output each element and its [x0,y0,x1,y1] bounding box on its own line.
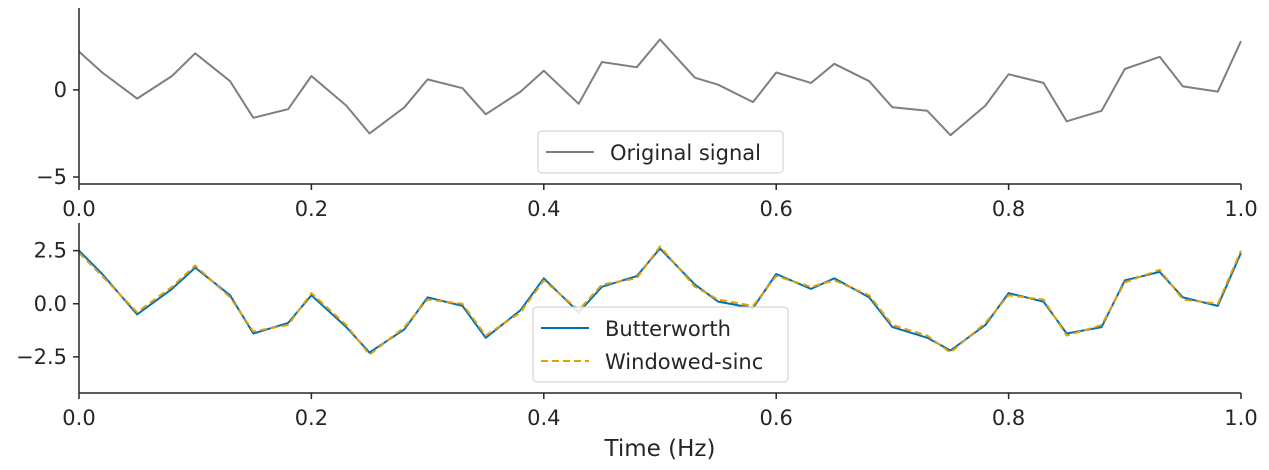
top-x-tick-label-3: 0.6 [759,197,792,221]
bottom-y-tick-label-0: 2.5 [34,239,67,263]
top-legend: Original signal [537,130,784,174]
top-y-tick-label-1: −5 [36,165,67,189]
bottom-x-tick-label-3: 0.6 [759,406,792,430]
top-y-ticks: 0 −5 [36,78,79,189]
top-series-original-signal-line [78,38,1242,137]
bottom-x-tick-label-1: 0.2 [295,406,328,430]
top-legend-label-original: Original signal [610,141,761,165]
bottom-y-ticks: 2.5 0.0 −2.5 [16,239,79,369]
bottom-series-layer [78,245,1242,356]
bottom-legend-label-windowed-sinc: Windowed-sinc [605,350,763,374]
bottom-legend-label-butterworth: Butterworth [605,317,731,341]
bottom-legend: Butterworth Windowed-sinc [532,306,789,383]
top-series-layer [78,38,1242,137]
top-x-tick-label-0: 0.0 [62,197,95,221]
top-x-tick-label-2: 0.4 [527,197,560,221]
bottom-legend-box [532,306,789,383]
bottom-x-tick-label-0: 0.0 [62,406,95,430]
top-x-tick-label-4: 0.8 [992,197,1025,221]
top-x-ticks: 0.0 0.2 0.4 0.6 0.8 1.0 [62,184,1258,221]
bottom-y-tick-label-1: 0.0 [34,292,67,316]
bottom-x-tick-label-2: 0.4 [527,406,560,430]
bottom-x-tick-label-4: 0.8 [992,406,1025,430]
bottom-y-tick-label-2: −2.5 [16,345,67,369]
top-panel: 0.0 0.2 0.4 0.6 0.8 1.0 0 −5 Original signal [36,8,1258,221]
bottom-x-tick-label-5: 1.0 [1224,406,1257,430]
top-legend-box [537,130,784,174]
top-y-tick-label-0: 0 [54,78,67,102]
bottom-x-axis-label: Time (Hz) [604,436,716,462]
bottom-series-windowed-sinc-line [78,245,1242,356]
top-x-tick-label-1: 0.2 [295,197,328,221]
top-x-tick-label-5: 1.0 [1224,197,1257,221]
bottom-x-ticks: 0.0 0.2 0.4 0.6 0.8 1.0 [62,393,1258,430]
bottom-panel: 0.0 0.2 0.4 0.6 0.8 1.0 2.5 0.0 −2.5 Butterwort… [16,223,1258,462]
